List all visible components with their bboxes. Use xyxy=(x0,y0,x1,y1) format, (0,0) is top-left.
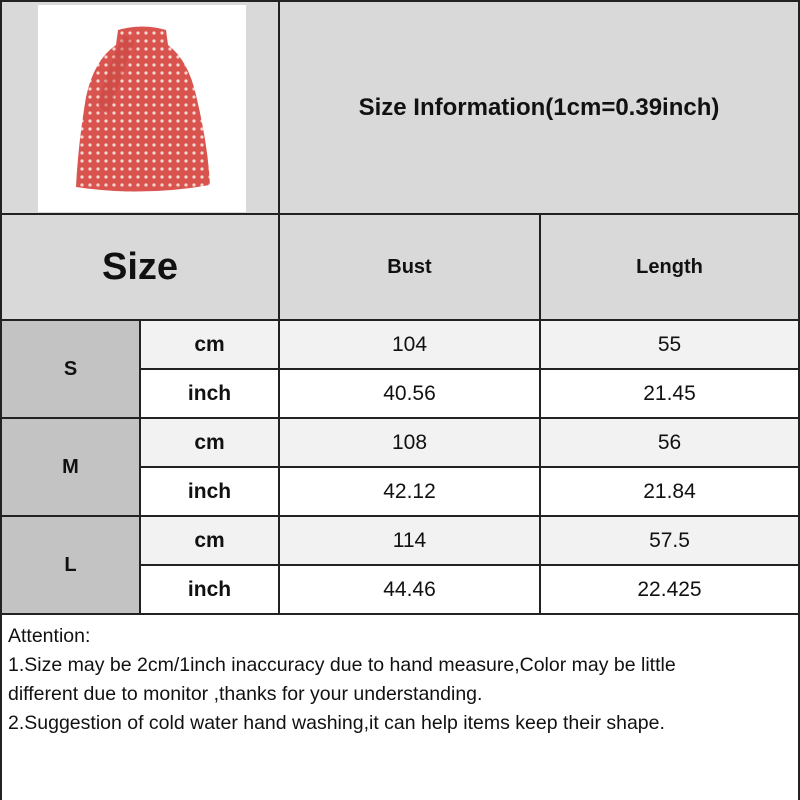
size-letter: M xyxy=(62,455,79,478)
bust-header-label: Bust xyxy=(387,255,432,278)
bust-value: 114 xyxy=(392,528,427,552)
length-header: Length xyxy=(541,215,800,321)
length-value: 21.84 xyxy=(643,479,696,503)
length-value: 21.45 xyxy=(643,381,696,405)
title-cell: Size Information(1cm=0.39inch) xyxy=(280,0,800,215)
size-label-m: M xyxy=(0,419,141,517)
bust-header: Bust xyxy=(280,215,541,321)
bust-value: 44.46 xyxy=(383,577,436,601)
size-letter: S xyxy=(63,357,78,380)
bust-cell: 104 xyxy=(280,321,541,370)
attention-line: 2.Suggestion of cold water hand washing,… xyxy=(8,712,665,734)
length-value: 57.5 xyxy=(649,528,690,552)
bust-cell: 108 xyxy=(280,419,541,468)
length-cell: 22.425 xyxy=(541,566,800,615)
bust-value: 108 xyxy=(391,430,428,454)
size-header: Size xyxy=(0,215,280,321)
attention-heading: Attention: xyxy=(8,625,91,647)
length-cell: 56 xyxy=(541,419,800,468)
size-header-label: Size xyxy=(101,245,179,288)
length-value: 22.425 xyxy=(637,577,702,601)
unit-value: cm xyxy=(194,430,225,454)
unit-cell: cm xyxy=(141,419,280,468)
polka-dot-top-image xyxy=(76,26,210,192)
unit-value: inch xyxy=(187,381,232,405)
size-label-s: S xyxy=(0,321,141,419)
unit-cell: cm xyxy=(141,517,280,566)
bust-value: 104 xyxy=(391,332,428,356)
length-cell: 21.45 xyxy=(541,370,800,419)
unit-cell: inch xyxy=(141,566,280,615)
bust-cell: 40.56 xyxy=(280,370,541,419)
size-label-l: L xyxy=(0,517,141,615)
length-value: 56 xyxy=(657,430,682,454)
product-image-cell xyxy=(0,0,280,215)
unit-value: inch xyxy=(187,479,232,503)
bust-cell: 42.12 xyxy=(280,468,541,517)
length-cell: 57.5 xyxy=(541,517,800,566)
attention-notes: Attention: 1.Size may be 2cm/1inch inacc… xyxy=(0,615,800,800)
unit-cell: inch xyxy=(141,370,280,419)
length-cell: 55 xyxy=(541,321,800,370)
size-letter: L xyxy=(64,553,77,576)
product-photo xyxy=(38,5,246,212)
unit-cell: inch xyxy=(141,468,280,517)
bust-value: 42.12 xyxy=(383,479,436,503)
attention-line: 1.Size may be 2cm/1inch inaccuracy due t… xyxy=(8,654,676,676)
unit-cell: cm xyxy=(141,321,280,370)
length-header-label: Length xyxy=(636,255,703,278)
bust-cell: 114 xyxy=(280,517,541,566)
length-value: 55 xyxy=(657,332,682,356)
unit-value: cm xyxy=(194,528,225,552)
unit-value: cm xyxy=(194,332,225,356)
bust-value: 40.56 xyxy=(383,381,436,405)
bust-cell: 44.46 xyxy=(280,566,541,615)
attention-line: different due to monitor ,thanks for you… xyxy=(8,683,483,705)
length-cell: 21.84 xyxy=(541,468,800,517)
page-title: Size Information(1cm=0.39inch) xyxy=(358,93,720,121)
unit-value: inch xyxy=(187,577,232,601)
